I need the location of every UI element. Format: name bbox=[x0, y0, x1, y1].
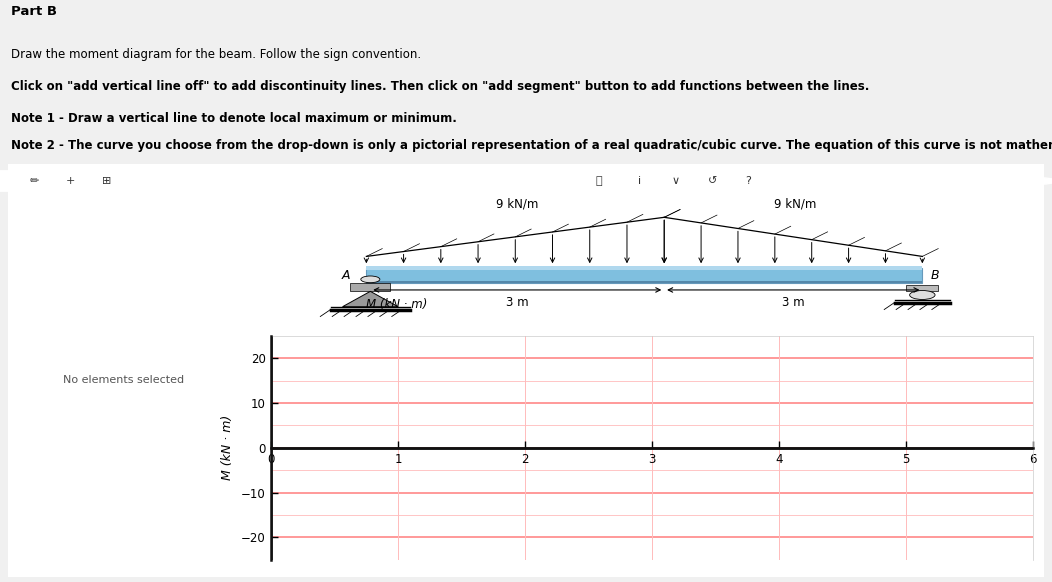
Text: 💡: 💡 bbox=[595, 176, 602, 186]
Text: i: i bbox=[639, 176, 642, 186]
Circle shape bbox=[288, 171, 909, 191]
Circle shape bbox=[361, 276, 380, 283]
Text: ✏: ✏ bbox=[29, 176, 39, 186]
Text: Note 1 - Draw a vertical line to denote local maximum or minimum.: Note 1 - Draw a vertical line to denote … bbox=[11, 112, 457, 125]
Text: 9 kN/m: 9 kN/m bbox=[774, 197, 816, 210]
Text: +: + bbox=[66, 176, 75, 186]
Circle shape bbox=[910, 290, 935, 300]
Circle shape bbox=[0, 171, 345, 191]
Circle shape bbox=[438, 171, 1052, 191]
Text: ⊞: ⊞ bbox=[102, 176, 112, 186]
Bar bbox=[366, 266, 923, 271]
Text: Note 2 - The curve you choose from the drop-down is only a pictorial representat: Note 2 - The curve you choose from the d… bbox=[11, 139, 1052, 152]
Bar bbox=[366, 281, 923, 283]
Circle shape bbox=[402, 171, 1023, 191]
Text: ?: ? bbox=[746, 176, 751, 186]
Text: M (kN · m): M (kN · m) bbox=[366, 299, 428, 311]
Text: ↺: ↺ bbox=[708, 176, 717, 186]
Bar bbox=[350, 283, 390, 292]
Text: 9 kN/m: 9 kN/m bbox=[497, 197, 539, 210]
Text: 3 m: 3 m bbox=[782, 296, 804, 309]
Text: Draw the moment diagram for the beam. Follow the sign convention.: Draw the moment diagram for the beam. Fo… bbox=[11, 48, 421, 61]
Text: B: B bbox=[930, 269, 938, 282]
Circle shape bbox=[0, 171, 381, 191]
Text: ∨: ∨ bbox=[672, 176, 681, 186]
Y-axis label: M (kN · m): M (kN · m) bbox=[221, 415, 235, 481]
Text: Part B: Part B bbox=[11, 5, 57, 18]
Bar bbox=[366, 268, 923, 283]
Text: A: A bbox=[342, 269, 350, 282]
Text: No elements selected: No elements selected bbox=[62, 375, 184, 385]
Circle shape bbox=[365, 171, 987, 191]
Text: Click on "add vertical line off" to add discontinuity lines. Then click on "add : Click on "add vertical line off" to add … bbox=[11, 80, 869, 93]
FancyBboxPatch shape bbox=[0, 158, 1052, 582]
Circle shape bbox=[329, 171, 950, 191]
Bar bbox=[907, 285, 938, 292]
Text: 3 m: 3 m bbox=[506, 296, 528, 309]
Polygon shape bbox=[343, 292, 398, 307]
Circle shape bbox=[0, 171, 418, 191]
